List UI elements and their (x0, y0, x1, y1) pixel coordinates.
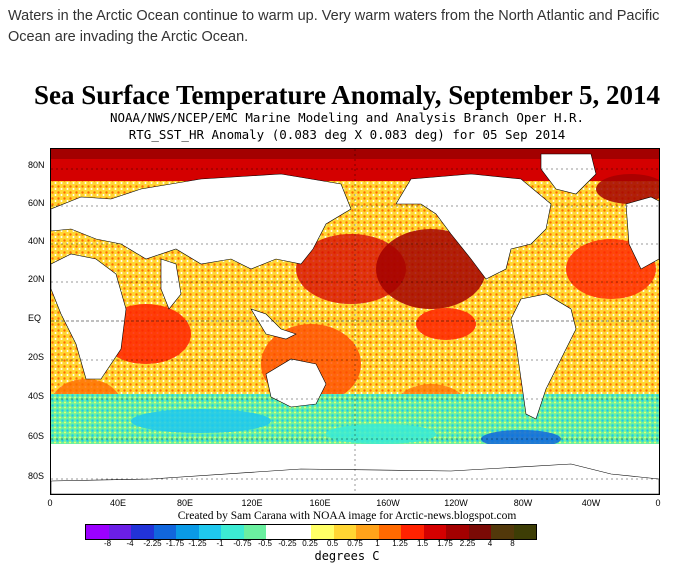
colorbar-label: -0.25 (278, 539, 297, 548)
colorbar-label: 1.25 (392, 539, 408, 548)
colorbar-segment (446, 525, 469, 539)
colorbar-segment (311, 525, 334, 539)
lat-label: 60S (28, 431, 45, 441)
lat-label: 40S (28, 391, 45, 401)
colorbar-label: -1.75 (165, 539, 185, 548)
colorbar-segment (266, 525, 289, 539)
colorbar-segment (356, 525, 379, 539)
lon-label: 120E (241, 498, 263, 508)
lat-label: 20S (28, 352, 45, 362)
lon-label: 160E (309, 498, 331, 508)
colorbar-label: -0.5 (258, 539, 272, 548)
lat-label: 80S (28, 471, 45, 481)
map-subtitle-1: NOAA/NWS/NCEP/EMC Marine Modeling and An… (109, 110, 585, 125)
lon-label: 120W (444, 498, 468, 508)
colorbar-label: 0.5 (326, 539, 339, 548)
lon-label: 0 (47, 498, 53, 508)
lat-label: 20N (28, 274, 45, 284)
colorbar-label: 2.25 (459, 539, 476, 548)
colorbar-segment (131, 525, 154, 539)
colorbar-label: -4 (126, 539, 134, 548)
lat-label: EQ (28, 313, 42, 323)
colorbar-label: -1.25 (188, 539, 207, 548)
colorbar-segment (491, 525, 514, 539)
colorbar-label: 0.75 (347, 539, 363, 548)
lon-label: 80W (513, 498, 533, 508)
colorbar-segment (221, 525, 244, 539)
colorbar-segment (176, 525, 199, 539)
colorbar-segment (401, 525, 424, 539)
lat-label: 80N (28, 160, 45, 170)
colorbar-label: -2.25 (143, 539, 162, 548)
colorbar-segment (108, 525, 131, 539)
sst-anomaly-map (50, 148, 660, 495)
colorbar-segment (378, 525, 401, 539)
colorbar (85, 524, 537, 540)
colorbar-segment (198, 525, 221, 539)
colorbar-segment (243, 525, 266, 539)
lon-label: 80E (176, 498, 194, 508)
colorbar-label: 8 (510, 539, 515, 548)
lat-label: 40N (28, 236, 45, 246)
lon-label: 40E (109, 498, 127, 508)
colorbar-segment (86, 525, 109, 539)
intro-text: Waters in the Arctic Ocean continue to w… (8, 8, 660, 45)
colorbar-segment (153, 525, 176, 539)
colorbar-label: 1.5 (416, 539, 429, 548)
map-subtitle-2: RTG_SST_HR Anomaly (0.083 deg X 0.083 de… (128, 127, 566, 142)
lon-label: 0 (655, 498, 661, 508)
lon-label: 160W (376, 498, 400, 508)
colorbar-segment (468, 525, 491, 539)
colorbar-segment (423, 525, 446, 539)
colorbar-label: 4 (487, 539, 493, 548)
colorbar-label: 0.25 (302, 539, 318, 548)
lon-label: 40W (581, 498, 601, 508)
sst-anomaly-map-image (51, 149, 659, 494)
colorbar-label: -8 (103, 539, 112, 548)
colorbar-segment (288, 525, 311, 539)
map-title: Sea Surface Temperature Anomaly, Septemb… (34, 80, 660, 110)
colorbar-units: degrees C (314, 549, 380, 563)
colorbar-labels: -8 -4 -2.25 -1.75 -1.25 -1 -0.75 -0.5 -0.25 0.25 0… (85, 539, 625, 549)
image-credit: Created by Sam Carana with NOAA image fo… (177, 510, 517, 522)
colorbar-segment (513, 525, 536, 539)
lat-label: 60N (28, 198, 45, 208)
colorbar-label: -0.75 (233, 539, 252, 548)
colorbar-label: -1 (216, 539, 224, 548)
colorbar-segment (333, 525, 356, 539)
colorbar-label: 1 (375, 539, 380, 548)
colorbar-label: 1.75 (437, 539, 453, 548)
